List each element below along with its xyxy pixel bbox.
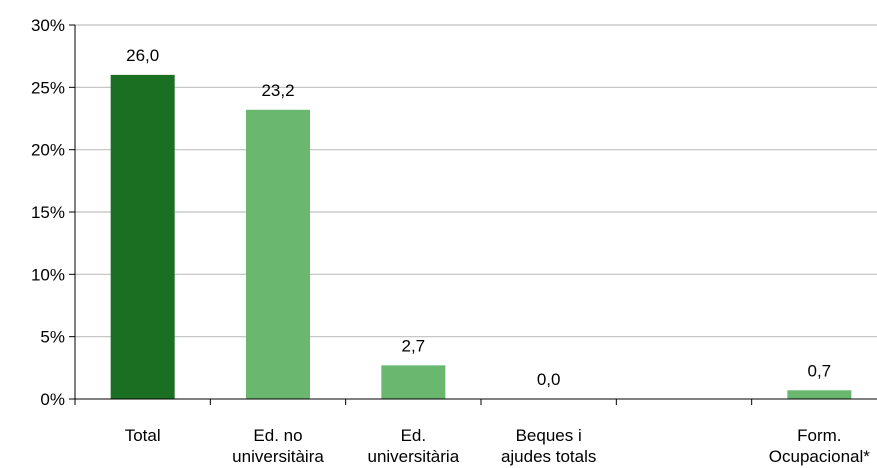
y-tick-label-0: 0% bbox=[40, 390, 65, 409]
data-label-1: 23,2 bbox=[261, 81, 294, 100]
category-label-2-1: universitària bbox=[368, 447, 460, 466]
category-label-1-1: universitàira bbox=[232, 447, 324, 466]
category-label-1-0: Ed. no bbox=[253, 426, 302, 445]
category-label-5-0: Form. bbox=[797, 426, 841, 445]
data-label-5: 0,7 bbox=[808, 361, 832, 380]
bars bbox=[110, 74, 852, 400]
grid-lines bbox=[75, 24, 877, 338]
y-tick-label-30: 30% bbox=[31, 16, 65, 35]
y-tick-label-25: 25% bbox=[31, 78, 65, 97]
x-axis-ticks bbox=[74, 399, 753, 405]
y-tick-label-10: 10% bbox=[31, 265, 65, 284]
bar-1 bbox=[246, 109, 310, 400]
data-labels: 26,0 23,2 2,7 0,0 0,7 bbox=[126, 46, 831, 389]
bar-2 bbox=[381, 365, 446, 399]
category-label-2-0: Ed. bbox=[401, 426, 427, 445]
data-label-2: 2,7 bbox=[402, 336, 426, 355]
category-label-3-0: Beques i bbox=[516, 426, 582, 445]
category-labels: Total Ed. no universitàira Ed. universitària… bbox=[125, 426, 871, 466]
bar-0 bbox=[110, 74, 175, 399]
y-axis-ticks: 0% 5% 10% 15% 20% 25% 30% bbox=[31, 16, 75, 409]
category-label-5-1: Ocupacional* bbox=[769, 447, 871, 466]
bar-5 bbox=[787, 390, 852, 399]
y-tick-label-15: 15% bbox=[31, 203, 65, 222]
y-tick-label-5: 5% bbox=[40, 328, 65, 347]
y-tick-label-20: 20% bbox=[31, 141, 65, 160]
data-label-0: 26,0 bbox=[126, 46, 159, 65]
category-label-0-0: Total bbox=[125, 426, 161, 445]
category-label-3-1: ajudes totals bbox=[501, 447, 596, 466]
data-label-3: 0,0 bbox=[537, 370, 561, 389]
